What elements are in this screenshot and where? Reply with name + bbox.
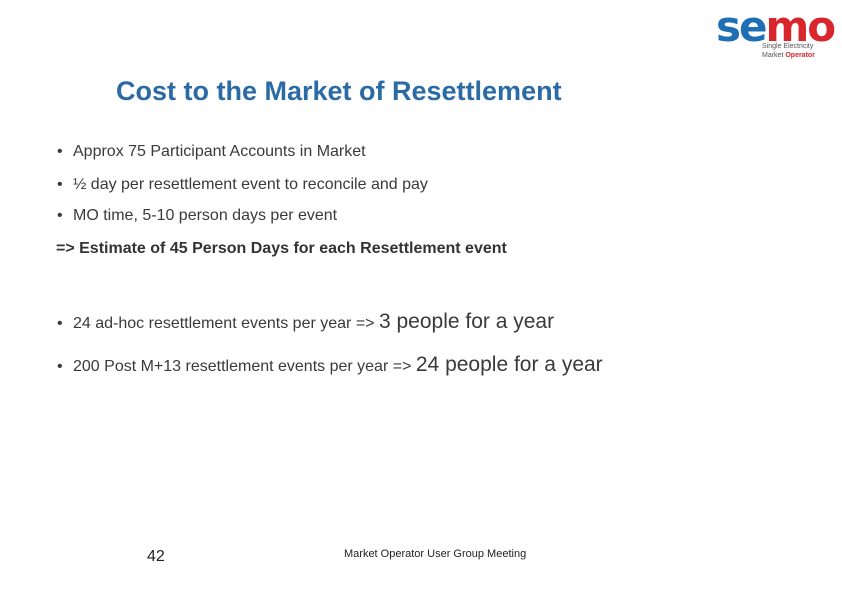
bullet-item: • Approx 75 Participant Accounts in Marke… [57, 143, 366, 161]
logo-tagline-line1: Single Electricity [762, 43, 814, 50]
bullet-item: • ½ day per resettlement event to reconci… [57, 176, 428, 194]
bullet-text: MO time, 5-10 person days per event [73, 207, 338, 224]
estimate-summary: => Estimate of 45 Person Days for each R… [56, 240, 507, 257]
bullet-text: 24 ad-hoc resettlement events per year =… [73, 315, 375, 332]
logo-tagline: Single Electricity Market Operator [762, 42, 815, 60]
logo-word-se: se [716, 2, 768, 51]
bullet-emphasis: 3 people for a year [378, 310, 555, 333]
bullet-icon: • [57, 315, 63, 332]
logo-wordmark: semo [716, 2, 836, 52]
logo-tagline-line2: Market Operator [762, 51, 815, 60]
bullet-item: • MO time, 5-10 person days per event [57, 207, 337, 225]
page-number: 42 [147, 548, 165, 565]
slide-title: Cost to the Market of Resettlement [116, 76, 562, 106]
logo-tagline-operator: Operator [785, 52, 815, 59]
bullet-text: Approx 75 Participant Accounts in Market [73, 143, 366, 160]
logo-word-mo: mo [765, 2, 836, 51]
bullet-text: ½ day per resettlement event to reconcil… [73, 176, 428, 193]
semo-logo: semo Single Electricity Market Operator [716, 2, 836, 64]
bullet-item: • 24 ad-hoc resettlement events per year … [57, 310, 554, 334]
bullet-icon: • [57, 143, 63, 160]
logo-tagline-market: Market [762, 52, 786, 59]
bullet-emphasis: 24 people for a year [415, 353, 603, 376]
footer-text: Market Operator User Group Meeting [344, 548, 527, 560]
bullet-icon: • [57, 207, 63, 224]
bullet-icon: • [57, 358, 63, 375]
bullet-icon: • [57, 176, 63, 193]
bullet-item: • 200 Post M+13 resettlement events per y… [57, 353, 603, 377]
bullet-text: 200 Post M+13 resettlement events per ye… [73, 358, 412, 375]
